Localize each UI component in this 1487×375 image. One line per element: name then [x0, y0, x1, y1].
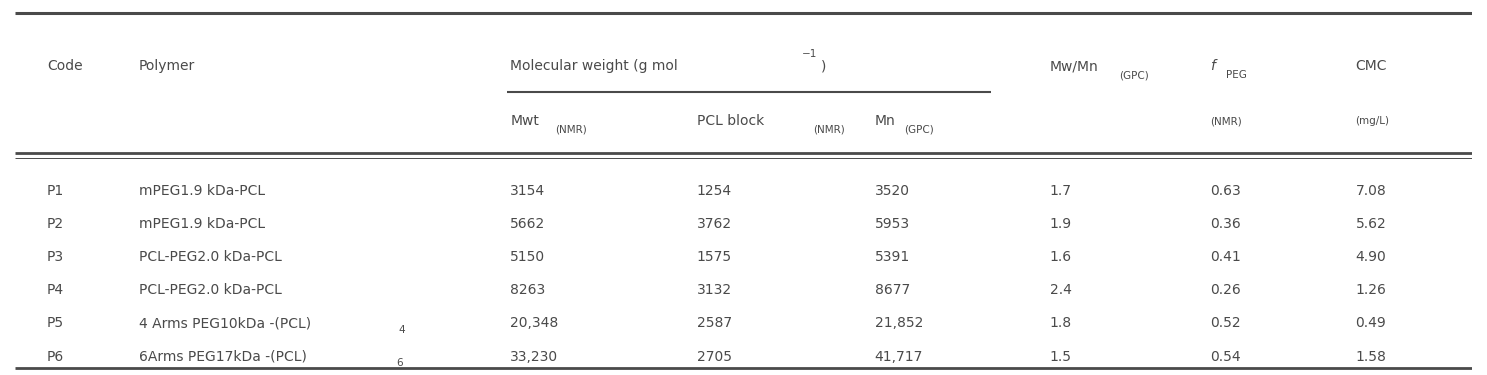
Text: P2: P2: [48, 217, 64, 231]
Text: P4: P4: [48, 284, 64, 297]
Text: mPEG1.9 kDa-PCL: mPEG1.9 kDa-PCL: [138, 217, 265, 231]
Text: 5662: 5662: [510, 217, 546, 231]
Text: Code: Code: [48, 59, 83, 73]
Text: mPEG1.9 kDa-PCL: mPEG1.9 kDa-PCL: [138, 184, 265, 198]
Text: 6: 6: [397, 358, 403, 368]
Text: 1.8: 1.8: [1050, 316, 1072, 330]
Text: 5953: 5953: [874, 217, 910, 231]
Text: 5.62: 5.62: [1356, 217, 1386, 231]
Text: PCL-PEG2.0 kDa-PCL: PCL-PEG2.0 kDa-PCL: [138, 284, 281, 297]
Text: P5: P5: [48, 316, 64, 330]
Text: 0.36: 0.36: [1210, 217, 1240, 231]
Text: PEG: PEG: [1225, 70, 1246, 80]
Text: 33,230: 33,230: [510, 350, 559, 363]
Text: 1.58: 1.58: [1356, 350, 1386, 363]
Text: Mw/Mn: Mw/Mn: [1050, 59, 1099, 73]
Text: ): ): [821, 59, 827, 73]
Text: 1.9: 1.9: [1050, 217, 1072, 231]
Text: 0.49: 0.49: [1356, 316, 1386, 330]
Text: f: f: [1210, 59, 1215, 73]
Text: 1575: 1575: [697, 251, 732, 264]
Text: −1: −1: [801, 50, 818, 60]
Text: (mg/L): (mg/L): [1356, 116, 1389, 126]
Text: 0.54: 0.54: [1210, 350, 1240, 363]
Text: 5150: 5150: [510, 251, 546, 264]
Text: 3762: 3762: [697, 217, 732, 231]
Text: 0.41: 0.41: [1210, 251, 1240, 264]
Text: 6Arms PEG17kDa -(PCL): 6Arms PEG17kDa -(PCL): [138, 350, 306, 363]
Text: 0.26: 0.26: [1210, 284, 1240, 297]
Text: 0.63: 0.63: [1210, 184, 1240, 198]
Text: 1254: 1254: [697, 184, 732, 198]
Text: 21,852: 21,852: [874, 316, 923, 330]
Text: 7.08: 7.08: [1356, 184, 1386, 198]
Text: (NMR): (NMR): [813, 124, 845, 134]
Text: 3520: 3520: [874, 184, 910, 198]
Text: Mwt: Mwt: [510, 114, 540, 128]
Text: 8263: 8263: [510, 284, 546, 297]
Text: 0.52: 0.52: [1210, 316, 1240, 330]
Text: P1: P1: [48, 184, 64, 198]
Text: P3: P3: [48, 251, 64, 264]
Text: 1.26: 1.26: [1356, 284, 1386, 297]
Text: 4.90: 4.90: [1356, 251, 1386, 264]
Text: (GPC): (GPC): [1120, 70, 1149, 80]
Text: 4: 4: [399, 325, 404, 335]
Text: Molecular weight (g mol: Molecular weight (g mol: [510, 59, 678, 73]
Text: P6: P6: [48, 350, 64, 363]
Text: 2.4: 2.4: [1050, 284, 1072, 297]
Text: 3154: 3154: [510, 184, 546, 198]
Text: 1.7: 1.7: [1050, 184, 1072, 198]
Text: CMC: CMC: [1356, 59, 1387, 73]
Text: 4 Arms PEG10kDa -(PCL): 4 Arms PEG10kDa -(PCL): [138, 316, 311, 330]
Text: 5391: 5391: [874, 251, 910, 264]
Text: 1.5: 1.5: [1050, 350, 1072, 363]
Text: (NMR): (NMR): [556, 124, 587, 134]
Text: 8677: 8677: [874, 284, 910, 297]
Text: 2705: 2705: [697, 350, 732, 363]
Text: PCL-PEG2.0 kDa-PCL: PCL-PEG2.0 kDa-PCL: [138, 251, 281, 264]
Text: Mn: Mn: [874, 114, 895, 128]
Text: 41,717: 41,717: [874, 350, 923, 363]
Text: 20,348: 20,348: [510, 316, 559, 330]
Text: 1.6: 1.6: [1050, 251, 1072, 264]
Text: PCL block: PCL block: [697, 114, 764, 128]
Text: 2587: 2587: [697, 316, 732, 330]
Text: Polymer: Polymer: [138, 59, 195, 73]
Text: 3132: 3132: [697, 284, 732, 297]
Text: (GPC): (GPC): [904, 124, 934, 134]
Text: (NMR): (NMR): [1210, 116, 1242, 126]
